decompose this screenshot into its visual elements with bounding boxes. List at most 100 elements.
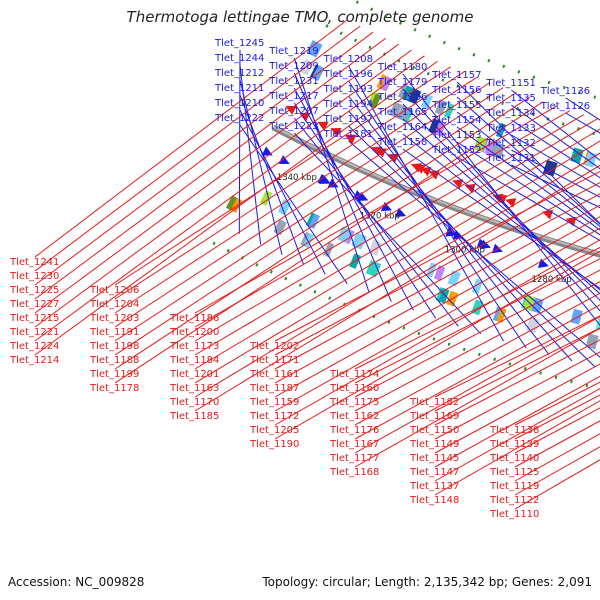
label-line [434, 351, 600, 440]
gene-arrow [464, 183, 476, 194]
gene-label: Tlet_1152 [431, 145, 481, 156]
label-line [434, 339, 600, 426]
label-line [274, 204, 600, 384]
gene-label: Tlet_1172 [249, 411, 299, 422]
label-line [511, 104, 600, 170]
label-line [114, 76, 477, 314]
gene-arrow-head [261, 146, 273, 156]
label-line [194, 128, 600, 370]
feature-block [438, 288, 450, 304]
feature-block [308, 213, 321, 229]
gene-label: Tlet_1180 [377, 62, 427, 73]
feature-block [433, 265, 446, 281]
gene-label: Tlet_1165 [377, 107, 427, 118]
label-line [194, 118, 598, 356]
label-line [456, 96, 600, 225]
gene-arrow [380, 201, 393, 212]
gene-label: Tlet_1138 [489, 425, 539, 436]
gene-label: Tlet_1197 [323, 114, 373, 125]
label-line [514, 394, 600, 440]
label-line [114, 82, 491, 328]
feature-block [595, 315, 600, 332]
gene-label: Tlet_1209 [268, 61, 318, 72]
gene-arrow [285, 105, 297, 115]
gene-label: Tlet_1227 [9, 299, 59, 310]
gene-label: Tlet_1224 [9, 341, 59, 352]
gene-label: Tlet_1122 [489, 495, 539, 506]
kbp-label: 1340 kbp [277, 173, 317, 183]
gene-label: Tlet_1206 [89, 285, 139, 296]
gene-arrow-head [317, 173, 329, 184]
gene-label: Tlet_1133 [485, 123, 535, 134]
feature-block [306, 39, 323, 58]
label-line [402, 73, 600, 327]
gene-label: Tlet_1154 [431, 115, 481, 126]
feature-block [421, 93, 433, 110]
gene-arrow-head [464, 183, 476, 194]
kbp-label: 1300 kbp [445, 246, 485, 256]
gene-label: Tlet_1161 [249, 369, 299, 380]
gene-label: Tlet_1203 [89, 313, 139, 324]
gene-label: Tlet_1215 [9, 313, 59, 324]
gene-label: Tlet_1214 [9, 355, 59, 366]
gene-label: Tlet_1179 [377, 77, 427, 88]
label-line [511, 149, 600, 198]
label-line [434, 400, 600, 496]
label-line [434, 327, 600, 412]
gene-label: Tlet_1170 [169, 397, 219, 408]
gene-arrow-head [491, 243, 503, 254]
kbp-label: 1320 kbp [360, 212, 400, 222]
gene-label: Tlet_1212 [214, 68, 264, 79]
gene-arrow-head [317, 121, 329, 131]
label-line [348, 65, 504, 342]
gene-label: Tlet_1140 [489, 453, 539, 464]
gene-label: Tlet_1160 [329, 383, 379, 394]
gene-label: Tlet_1217 [268, 91, 318, 102]
feature-block [365, 260, 382, 278]
gene-arrow-head [278, 155, 290, 165]
gene-arrow-head [387, 153, 399, 163]
gene-label: Tlet_1178 [89, 383, 139, 394]
genome-summary-text: Topology: circular; Length: 2,135,342 bp… [262, 575, 592, 589]
genome-backbone-highlight [272, 125, 600, 255]
feature-block [389, 101, 403, 118]
accession-text: Accession: NC_009828 [8, 575, 145, 589]
gene-label: Tlet_1223 [268, 121, 318, 132]
label-line [114, 71, 464, 300]
label-line [34, 49, 412, 328]
gene-label: Tlet_1196 [323, 69, 373, 80]
label-line [34, 19, 348, 258]
gene-label: Tlet_1162 [329, 411, 379, 422]
label-line [354, 315, 600, 454]
label-line [434, 387, 600, 482]
gene-label: Tlet_1134 [485, 108, 535, 119]
gene-label: Tlet_1205 [249, 425, 299, 436]
gene-label: Tlet_1193 [323, 84, 373, 95]
label-line [354, 258, 600, 384]
gene-arrow-head [345, 134, 357, 145]
gene-label: Tlet_1225 [9, 285, 59, 296]
label-line [34, 55, 425, 342]
gene-arrow [261, 146, 273, 156]
label-line [34, 37, 386, 300]
label-line [402, 148, 600, 289]
gene-label: Tlet_1210 [214, 98, 264, 109]
label-line [354, 327, 600, 468]
label-line [354, 269, 600, 398]
gene-arrow-head [380, 201, 393, 212]
gene-arrow [327, 178, 339, 188]
label-line [456, 81, 600, 225]
gene-label: Tlet_1149 [409, 439, 459, 450]
gene-label: Tlet_1150 [409, 425, 459, 436]
label-line [239, 79, 283, 255]
gene-label: Tlet_1173 [169, 341, 219, 352]
feature-block [351, 232, 367, 250]
label-line [34, 60, 438, 356]
gene-arrow [537, 258, 549, 269]
gene-arrow [476, 238, 488, 248]
label-line [34, 43, 399, 314]
feature-block [496, 307, 507, 323]
feature-block [259, 190, 273, 206]
gene-label: Tlet_1175 [329, 397, 379, 408]
